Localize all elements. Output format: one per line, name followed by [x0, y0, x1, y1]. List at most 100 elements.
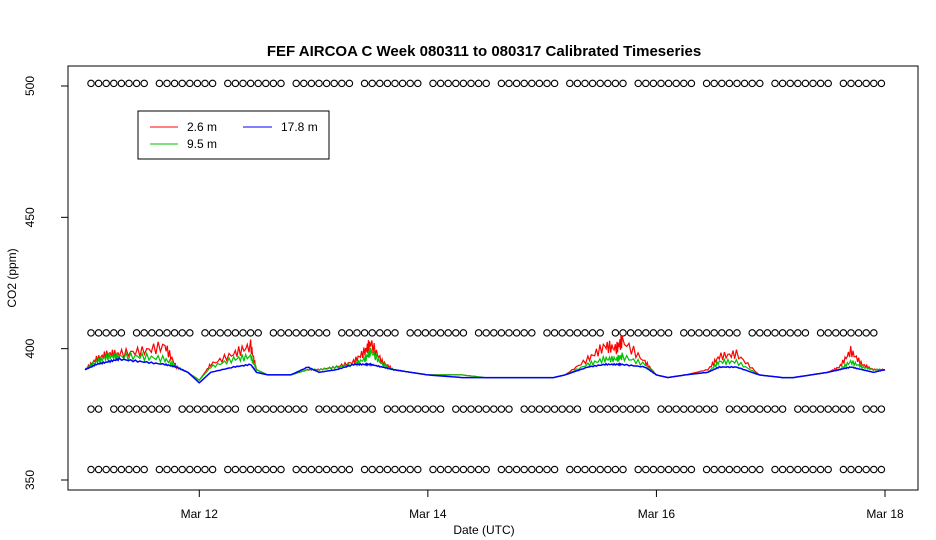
flag-marker [687, 405, 696, 413]
flag-marker [596, 405, 604, 413]
y-tick-label: 400 [23, 338, 37, 358]
flag-marker [596, 465, 604, 474]
flag-marker [702, 79, 711, 88]
flag-marker [528, 405, 536, 413]
flag-marker [862, 329, 870, 337]
flag-marker [718, 329, 726, 337]
flag-marker [102, 79, 110, 88]
flag-marker [733, 465, 741, 474]
flag-marker [239, 465, 247, 474]
flag-marker [300, 329, 308, 337]
flag-marker [429, 465, 437, 474]
flag-marker [429, 405, 437, 413]
flag-marker [239, 329, 247, 337]
flag-marker [360, 465, 369, 474]
flag-marker [839, 405, 848, 413]
flag-marker [528, 329, 536, 337]
flag-marker [634, 405, 642, 413]
flag-marker [132, 79, 141, 88]
flag-marker [748, 329, 756, 337]
flag-marker [338, 405, 346, 413]
flag-marker [725, 405, 734, 413]
flag-marker [740, 79, 749, 88]
flag-marker [520, 329, 528, 337]
flag-marker [277, 405, 285, 413]
flag-marker [102, 465, 110, 474]
flag-marker [702, 405, 711, 413]
flag-marker [87, 79, 95, 88]
flag-marker [619, 79, 627, 88]
flag-marker [710, 405, 718, 413]
flag-marker [231, 79, 240, 88]
flag-marker [482, 465, 490, 474]
flag-marker [794, 405, 802, 413]
flag-marker [452, 329, 460, 337]
flag-marker [452, 465, 460, 474]
flag-marker [391, 329, 399, 337]
flag-marker [338, 79, 346, 88]
flag-marker [398, 405, 407, 413]
legend-label-2-6m: 2.6 m [187, 120, 217, 134]
flag-marker [604, 79, 612, 88]
flag-marker [505, 329, 513, 337]
flag-marker [497, 79, 506, 88]
flag-marker [672, 405, 680, 413]
flag-marker [801, 465, 810, 474]
flag-marker [277, 329, 285, 337]
flag-marker [376, 465, 384, 474]
series-lines [84, 334, 886, 384]
flag-marker [809, 405, 817, 413]
flag-marker [406, 79, 414, 88]
flag-marker [680, 329, 688, 337]
flag-marker [330, 79, 338, 88]
flag-marker [94, 465, 103, 474]
flag-marker [604, 405, 612, 413]
flag-marker [436, 329, 445, 337]
flag-marker [148, 329, 156, 337]
flag-marker [695, 405, 703, 413]
flag-marker [444, 329, 452, 337]
flag-marker [262, 405, 270, 413]
flag-marker [94, 79, 103, 88]
flag-marker [421, 329, 430, 337]
flag-marker [718, 79, 726, 88]
flag-marker [140, 79, 148, 88]
flag-marker [224, 465, 232, 474]
flag-marker [110, 329, 118, 337]
flag-marker [292, 405, 300, 413]
flag-marker [528, 79, 536, 88]
flag-marker [155, 329, 164, 337]
flag-marker [436, 79, 445, 88]
flag-marker [444, 79, 452, 88]
flag-marker [619, 329, 627, 337]
flag-marker [459, 465, 468, 474]
flag-marker [201, 405, 209, 413]
flag-marker [877, 405, 886, 413]
flag-marker [725, 329, 734, 337]
flag-marker [459, 329, 468, 337]
flag-marker [611, 79, 620, 88]
flag-marker [125, 405, 133, 413]
flag-marker [353, 329, 361, 337]
flag-marker [535, 405, 544, 413]
flag-marker [155, 465, 164, 474]
flag-marker [148, 405, 156, 413]
flag-marker [733, 329, 741, 337]
flag-marker [634, 465, 642, 474]
flag-marker [421, 405, 430, 413]
flag-marker [216, 405, 224, 413]
flag-marker [383, 465, 392, 474]
flag-marker [170, 329, 179, 337]
flag-marker [642, 79, 650, 88]
flag-marker [246, 465, 255, 474]
flag-marker [201, 329, 209, 337]
flag-marker [383, 405, 392, 413]
flag-marker [155, 79, 164, 88]
flag-marker [482, 329, 490, 337]
flag-marker [520, 465, 528, 474]
x-tick-label: Mar 16 [638, 507, 676, 521]
flag-marker [216, 329, 224, 337]
flag-marker [338, 329, 346, 337]
flag-marker [490, 405, 498, 413]
flag-marker [870, 405, 878, 413]
